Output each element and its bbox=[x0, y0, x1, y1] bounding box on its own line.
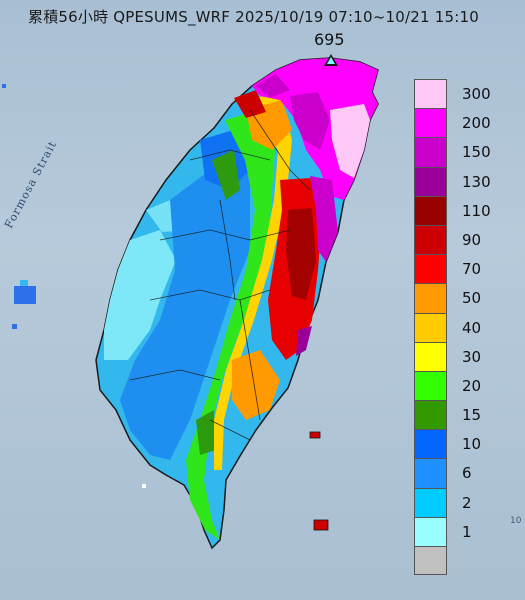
legend-swatch bbox=[414, 166, 447, 196]
legend-item: 10 bbox=[414, 429, 506, 459]
legend-item: 70 bbox=[414, 254, 506, 284]
legend-swatch bbox=[414, 458, 447, 488]
legend-swatch bbox=[414, 341, 447, 371]
legend-label: 15 bbox=[462, 406, 482, 425]
legend-label: 10 bbox=[462, 435, 482, 454]
legend-item: 1 bbox=[414, 516, 506, 546]
legend-swatch bbox=[414, 224, 447, 255]
legend-swatch bbox=[414, 195, 447, 225]
legend-item: 6 bbox=[414, 458, 506, 488]
legend-swatch bbox=[414, 283, 447, 313]
legend-swatch bbox=[414, 108, 447, 138]
legend-swatch bbox=[414, 254, 447, 284]
legend-item: 2 bbox=[414, 487, 506, 517]
legend-item: 200 bbox=[414, 108, 506, 138]
legend-swatch bbox=[414, 546, 447, 576]
legend-label: 200 bbox=[462, 114, 491, 133]
legend-item: 110 bbox=[414, 195, 506, 225]
legend-swatch bbox=[414, 79, 447, 109]
legend-swatch bbox=[414, 312, 447, 342]
legend-label: 20 bbox=[462, 376, 482, 395]
legend-label: 110 bbox=[462, 201, 491, 220]
legend-label: 300 bbox=[462, 85, 491, 103]
legend-item: 150 bbox=[414, 137, 506, 167]
legend-swatch bbox=[414, 429, 447, 459]
legend-label: 6 bbox=[462, 464, 472, 483]
legend-label: 1 bbox=[462, 522, 472, 541]
legend-swatch bbox=[414, 516, 447, 546]
legend-label: 70 bbox=[462, 260, 482, 279]
legend-swatch bbox=[414, 370, 447, 401]
legend-item: 40 bbox=[414, 312, 506, 342]
legend-swatch bbox=[414, 400, 447, 430]
legend-label: 90 bbox=[462, 230, 482, 249]
legend-label: 40 bbox=[462, 318, 482, 337]
legend-item: 50 bbox=[414, 283, 506, 313]
max-station-marker-icon bbox=[324, 54, 338, 66]
legend-item: 300 bbox=[414, 79, 506, 109]
legend-label: 2 bbox=[462, 493, 472, 512]
legend-label: 130 bbox=[462, 172, 491, 191]
legend-item: 130 bbox=[414, 166, 506, 196]
legend-item: 30 bbox=[414, 341, 506, 371]
legend-item bbox=[414, 546, 506, 576]
legend-item: 90 bbox=[414, 224, 506, 255]
legend-label: 150 bbox=[462, 143, 491, 162]
legend-swatch bbox=[414, 487, 447, 517]
legend-label: 50 bbox=[462, 289, 482, 308]
legend-item: 20 bbox=[414, 370, 506, 401]
map-title: 累積56小時 QPESUMS_WRF 2025/10/19 07:10~10/2… bbox=[28, 8, 479, 26]
rainfall-legend: 300 200 150 130 110 90 70 50 40 30 20 15 10 6 2 1 bbox=[414, 79, 506, 576]
legend-label: 30 bbox=[462, 347, 482, 366]
corner-mark: 10 bbox=[510, 516, 522, 526]
legend-swatch bbox=[414, 137, 447, 167]
legend-item: 15 bbox=[414, 400, 506, 430]
max-rainfall-value: 695 bbox=[314, 30, 345, 49]
